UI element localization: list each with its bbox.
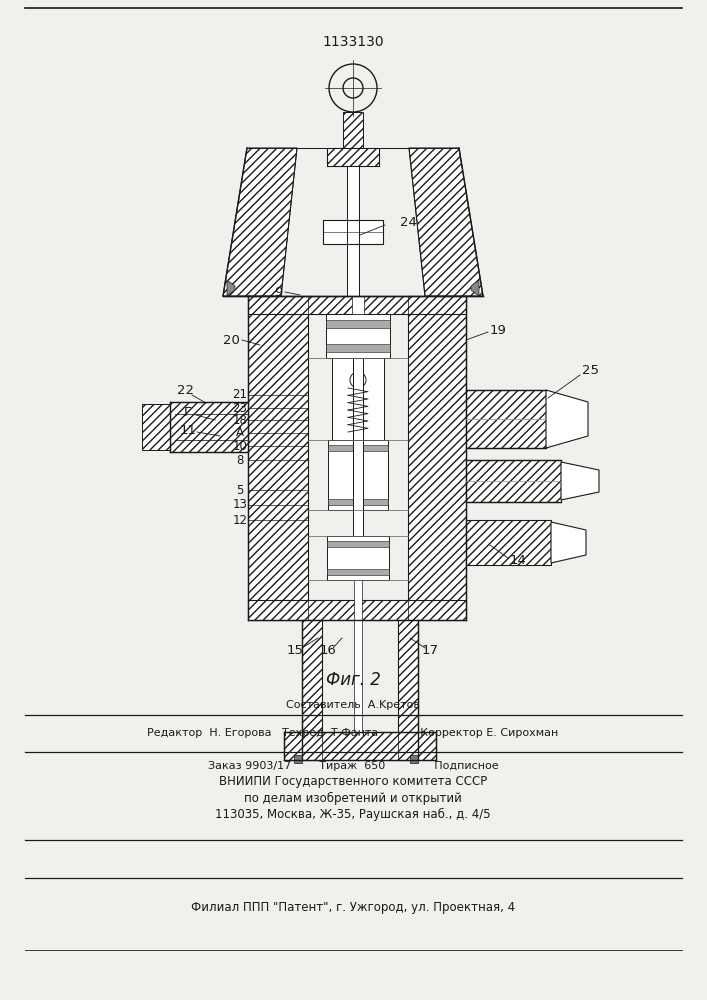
Circle shape [329, 64, 377, 112]
Text: 21: 21 [233, 388, 247, 401]
Bar [248, 296, 308, 620]
Text: Филиал ППП "Патент", г. Ужгород, ул. Проектная, 4: Филиал ППП "Патент", г. Ужгород, ул. Про… [191, 902, 515, 914]
Text: Фиг. 2: Фиг. 2 [325, 671, 380, 689]
Text: 12: 12 [233, 514, 247, 526]
Bar [323, 220, 383, 244]
Bar [327, 536, 389, 580]
Bar [327, 541, 389, 547]
Bar [248, 600, 466, 620]
Text: 13: 13 [233, 498, 247, 512]
Circle shape [343, 78, 363, 98]
Bar [294, 755, 302, 763]
Polygon shape [471, 280, 479, 296]
Text: 15: 15 [286, 644, 303, 656]
Bar [328, 440, 388, 510]
Polygon shape [409, 148, 483, 296]
Bar [332, 358, 384, 440]
Bar [326, 314, 390, 358]
Text: 10: 10 [233, 440, 247, 452]
Bar [170, 402, 248, 452]
Text: 23: 23 [233, 401, 247, 414]
Bar [410, 755, 418, 763]
Text: 24: 24 [400, 216, 417, 229]
Bar [353, 358, 363, 536]
Text: 8: 8 [236, 454, 244, 466]
Text: 17: 17 [421, 644, 438, 656]
Text: 1133130: 1133130 [322, 35, 384, 49]
Text: 25: 25 [582, 363, 599, 376]
Text: 18: 18 [233, 414, 247, 426]
Bar [328, 445, 388, 451]
Bar [328, 499, 388, 505]
Bar [347, 166, 359, 296]
Circle shape [350, 372, 366, 388]
Text: 9: 9 [274, 286, 282, 298]
Text: 19: 19 [490, 324, 507, 336]
Bar [284, 732, 436, 760]
Bar [398, 620, 418, 760]
Polygon shape [561, 462, 599, 500]
Text: ВНИИПИ Государственного комитета СССР: ВНИИПИ Государственного комитета СССР [219, 776, 487, 788]
Text: Заказ 9903/17        Тираж  650              Подписное: Заказ 9903/17 Тираж 650 Подписное [208, 761, 498, 771]
Bar [327, 569, 389, 575]
Polygon shape [227, 280, 235, 296]
Text: Г: Г [184, 406, 192, 418]
Text: 113035, Москва, Ж-35, Раушская наб., д. 4/5: 113035, Москва, Ж-35, Раушская наб., д. … [215, 807, 491, 821]
Polygon shape [223, 148, 297, 296]
Bar [466, 460, 561, 502]
Bar [248, 296, 466, 314]
Text: Редактор  Н. Егорова   Техред  Т.Фанта            Корректор Е. Сирохман: Редактор Н. Егорова Техред Т.Фанта Корре… [147, 728, 559, 738]
Text: 14: 14 [510, 554, 527, 566]
Bar [466, 390, 546, 448]
Polygon shape [551, 522, 586, 563]
Bar [302, 620, 322, 760]
Bar [466, 520, 551, 565]
Text: 11: 11 [180, 424, 197, 436]
Text: 5: 5 [236, 484, 244, 496]
Bar [142, 404, 170, 450]
Text: по делам изобретений и открытий: по делам изобретений и открытий [244, 791, 462, 805]
Bar [354, 580, 362, 732]
Text: 20: 20 [223, 334, 240, 347]
Bar [408, 296, 466, 620]
Bar [326, 344, 390, 352]
Bar [343, 112, 363, 148]
Text: 16: 16 [320, 644, 337, 656]
Bar [327, 148, 379, 166]
Polygon shape [546, 390, 588, 448]
Text: 22: 22 [177, 383, 194, 396]
Text: А: А [236, 426, 244, 440]
Text: Составитель  А.Kретов: Составитель А.Kретов [286, 700, 420, 710]
Bar [352, 296, 364, 314]
Bar [326, 320, 390, 328]
